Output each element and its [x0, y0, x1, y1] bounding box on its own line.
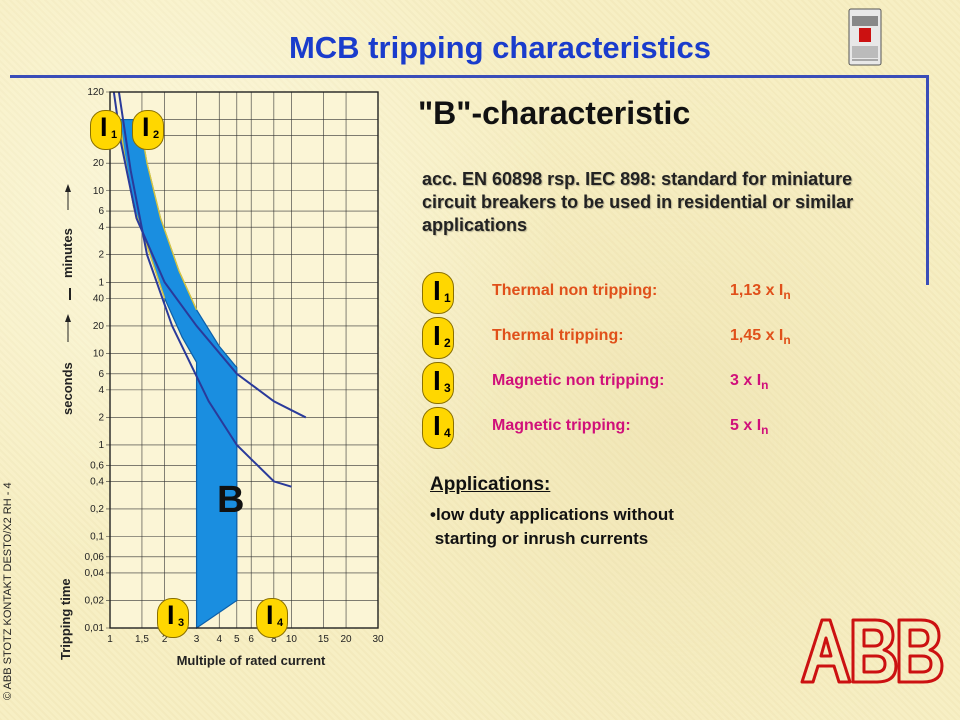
characteristic-label: Thermal tripping:	[492, 327, 624, 344]
y-tick-label-seconds: 0,6	[90, 460, 104, 471]
copyright-text: © ABB STOTZ KONTAKT DESTO/X2 RH - 4	[2, 482, 14, 700]
y-tick-label-minutes: 20	[93, 158, 105, 169]
band-label: B	[217, 479, 244, 521]
y-tick-label-seconds: 4	[98, 385, 104, 396]
y-tick-label-seconds: 0,1	[90, 531, 104, 542]
y-tick-label-seconds: 6	[98, 369, 104, 380]
y-tick-label-seconds: 0,04	[85, 568, 105, 579]
temperature-curve-2	[117, 91, 292, 488]
y-unit-minutes: minutes	[60, 228, 75, 278]
y-tick-label-seconds: 10	[93, 348, 105, 359]
y-tick-label-minutes: 2	[98, 250, 104, 261]
characteristic-value: 5 x In	[730, 417, 769, 437]
characteristic-label: Magnetic non tripping:	[492, 372, 665, 389]
x-tick-label: 3	[194, 634, 200, 645]
minutes-arrow-head	[65, 184, 71, 192]
y-tick-label-seconds: 1	[98, 440, 104, 451]
y-tick-label-minutes: 4	[98, 222, 104, 233]
characteristic-value: 3 x In	[730, 372, 769, 392]
y-tick-label-seconds: 0,01	[85, 623, 105, 634]
plot-frame	[109, 91, 379, 629]
x-tick-label: 4	[216, 634, 222, 645]
y-axis-label: Tripping time	[58, 578, 73, 660]
applications-title: Applications:	[430, 474, 551, 495]
abb-logo	[800, 618, 944, 684]
y-tick-label-minutes: 120	[87, 87, 104, 98]
y-unit-seconds: seconds	[60, 362, 75, 415]
chart-curves	[112, 91, 307, 488]
characteristic-value: 1,45 x In	[730, 327, 791, 347]
x-tick-label: 30	[372, 634, 384, 645]
x-tick-label: 1	[107, 634, 113, 645]
plot-background	[110, 92, 378, 628]
y-tick-label-seconds: 40	[93, 293, 105, 304]
chart-axes	[109, 91, 379, 629]
y-tick-label-seconds: 0,06	[85, 552, 105, 563]
characteristic-label: Magnetic tripping:	[492, 417, 631, 434]
characteristic-label: Thermal non tripping:	[492, 282, 658, 299]
frame-right-line	[926, 75, 929, 285]
title-underline	[10, 75, 928, 78]
chart-grid	[106, 91, 379, 629]
y-tick-label-seconds: 0,02	[85, 595, 105, 606]
y-tick-label-seconds: 20	[93, 321, 105, 332]
x-axis-label: Multiple of rated current	[177, 653, 326, 668]
x-tick-label: 10	[286, 634, 298, 645]
mcb-device-icon	[848, 8, 882, 66]
page-title: MCB tripping characteristics	[288, 30, 712, 65]
x-tick-label: 5	[234, 634, 240, 645]
x-tick-label: 1,5	[135, 634, 149, 645]
y-tick-label-minutes: 1	[98, 277, 104, 288]
temperature-curve-1	[112, 91, 307, 419]
y-tick-label-minutes: 10	[93, 186, 105, 197]
x-tick-label: 20	[340, 634, 352, 645]
chart-tick-labels: 11,5234568101520301206040201064214020106…	[85, 87, 384, 645]
y-tick-label-seconds: 0,2	[90, 504, 104, 515]
x-tick-label: 2	[162, 634, 168, 645]
y-tick-label-seconds: 2	[98, 412, 104, 423]
characteristic-heading: "B"-characteristic	[418, 95, 691, 131]
y-tick-label-minutes: 6	[98, 206, 104, 217]
characteristic-value: 1,13 x In	[730, 282, 791, 302]
x-tick-label: 15	[318, 634, 330, 645]
y-tick-label-seconds: 0,4	[90, 476, 104, 487]
x-tick-label: 6	[248, 634, 254, 645]
applications-item: •low duty applications without starting …	[430, 505, 674, 548]
tripping-chart: 11,5234568101520301206040201064214020106…	[58, 87, 384, 668]
standard-description: acc. EN 60898 rsp. IEC 898: standard for…	[422, 169, 854, 235]
x-tick-label: 8	[271, 634, 277, 645]
seconds-arrow-head	[65, 314, 71, 322]
